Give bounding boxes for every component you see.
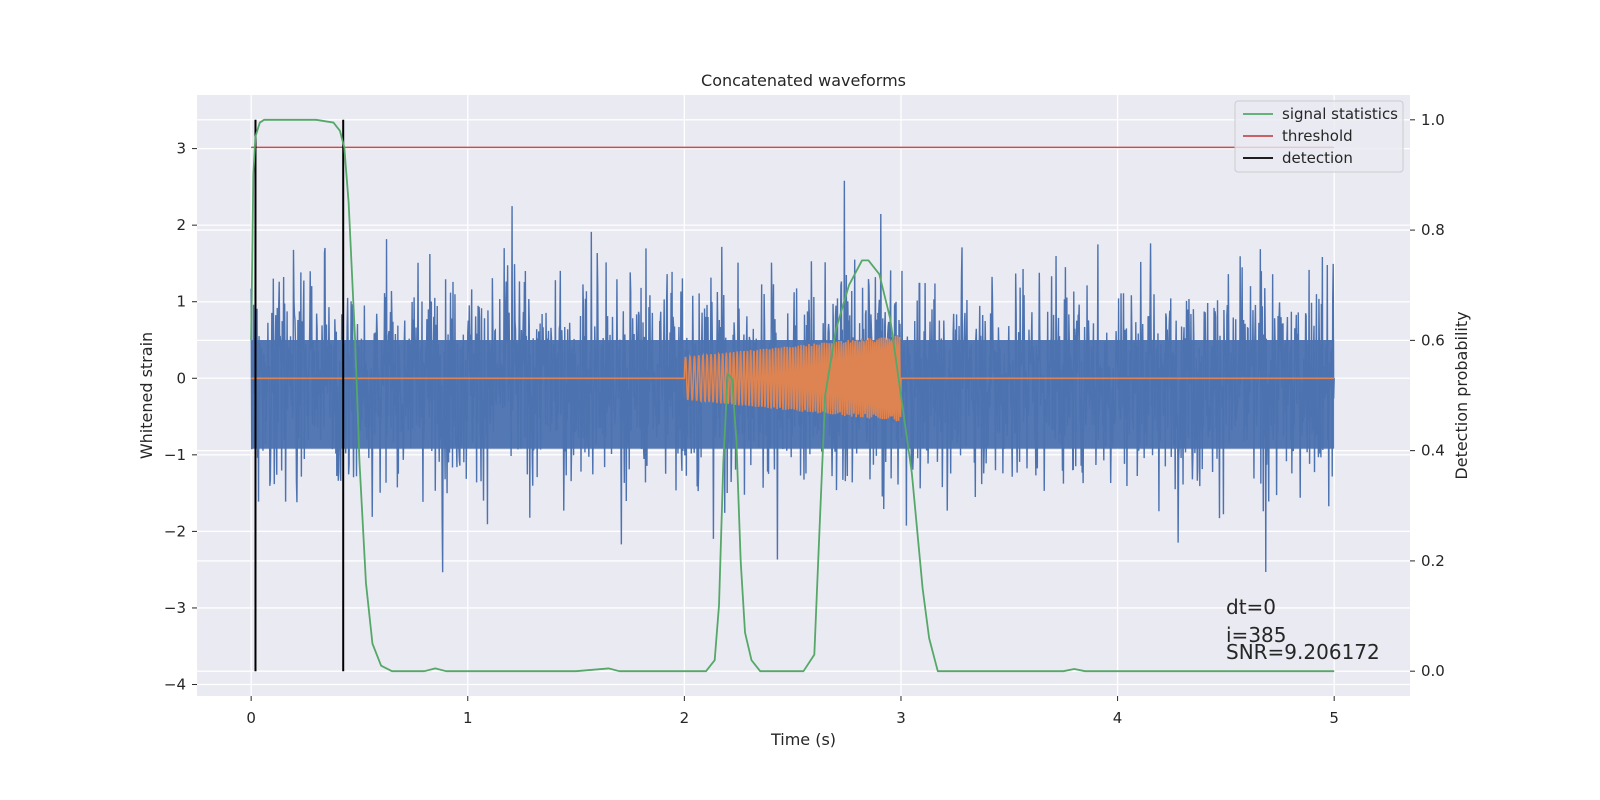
legend-label-detection: detection <box>1282 149 1353 167</box>
legend-box <box>1234 100 1404 173</box>
series-signal-statistics <box>250 118 1335 673</box>
annotation-snr: SNR=9.206172 <box>1226 640 1380 664</box>
y-right-tick-label: 0.4 <box>1421 442 1445 460</box>
x-tick-label: 2 <box>680 709 690 727</box>
axes-layer: 0 1 2 3 4 5 −4 −3 −2 −1 0 1 2 3 0.0 0.2 0.4 0.6 0.8 1.0 <box>164 111 1445 727</box>
y-tick-label: −3 <box>164 599 186 617</box>
y-tick-label: 1 <box>176 293 186 311</box>
y-tick-label: −1 <box>164 446 186 464</box>
y-tick-label: 0 <box>176 369 186 387</box>
y-right-tick-label: 0.8 <box>1421 221 1445 239</box>
legend: signal statistics threshold detection <box>1234 100 1404 173</box>
x-tick-label: 5 <box>1329 709 1339 727</box>
y-axis-label-right: Detection probability <box>1452 311 1471 479</box>
x-tick-label: 3 <box>896 709 906 727</box>
x-tick-label: 4 <box>1113 709 1123 727</box>
chart-title: Concatenated waveforms <box>701 71 906 90</box>
y-right-tick-label: 0.2 <box>1421 552 1445 570</box>
y-right-tick-label: 1.0 <box>1421 111 1445 129</box>
legend-label-signal-statistics: signal statistics <box>1282 105 1398 123</box>
y-tick-label: 2 <box>176 216 186 234</box>
grid <box>197 95 1410 696</box>
x-axis-label: Time (s) <box>770 730 836 749</box>
y-tick-label: −4 <box>164 676 186 694</box>
y-tick-label: 3 <box>176 140 186 158</box>
y-tick-label: −2 <box>164 522 186 540</box>
y-right-tick-label: 0.0 <box>1421 662 1445 680</box>
y-axis-label: Whitened strain <box>137 332 156 459</box>
series-layer <box>250 118 1335 673</box>
x-tick-label: 1 <box>463 709 473 727</box>
annotation-dt: dt=0 <box>1226 595 1276 619</box>
annotation-index: i=385 <box>1226 623 1287 647</box>
series-injected-chirp <box>251 335 1335 422</box>
x-tick-label: 0 <box>246 709 256 727</box>
legend-label-threshold: threshold <box>1282 127 1353 145</box>
y-right-tick-label: 0.6 <box>1421 331 1445 349</box>
